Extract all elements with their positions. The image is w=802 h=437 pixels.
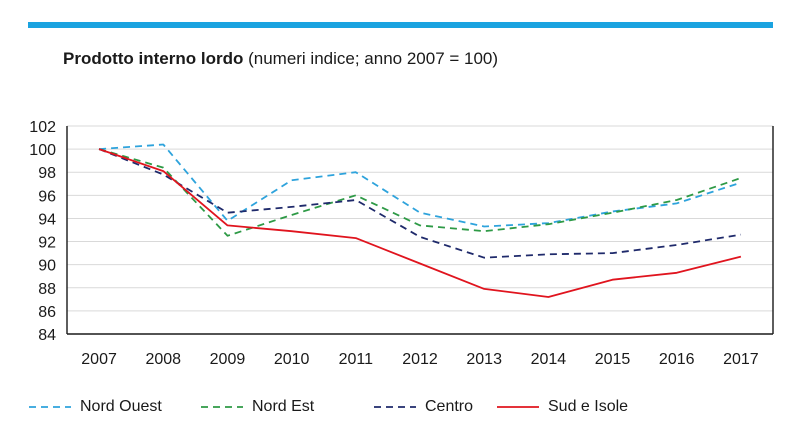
chart-title-bold: Prodotto interno lordo <box>63 49 244 68</box>
y-tick-label: 86 <box>38 304 56 321</box>
legend-item-nord-est: Nord Est <box>200 396 314 418</box>
y-tick-label: 98 <box>38 165 56 182</box>
legend-swatch <box>497 406 539 408</box>
x-tick-label: 2007 <box>81 351 117 368</box>
legend-item-nord-ouest: Nord Ouest <box>28 396 162 418</box>
y-tick-label: 100 <box>29 142 56 159</box>
legend-label: Centro <box>425 398 474 415</box>
legend-label: Sud e Isole <box>548 398 629 415</box>
x-tick-label: 2017 <box>723 351 759 368</box>
series-line-nord-est <box>98 148 742 237</box>
x-tick-label: 2016 <box>659 351 695 368</box>
y-tick-label: 94 <box>38 211 56 228</box>
series-line-nord-ouest <box>99 143 742 228</box>
chart-legend: Nord Ouest Nord Est Centro Sud e Isole <box>28 396 788 418</box>
y-tick-label: 92 <box>38 235 56 252</box>
y-tick-label: 84 <box>38 327 56 344</box>
y-tick-label: 96 <box>38 188 56 205</box>
legend-label: Nord Est <box>252 398 315 415</box>
y-tick-label: 102 <box>29 119 56 136</box>
chart-title: Prodotto interno lordo (numeri indice; a… <box>63 49 498 69</box>
series-line-centro <box>98 148 742 259</box>
x-tick-label: 2009 <box>210 351 246 368</box>
x-tick-label: 2010 <box>274 351 310 368</box>
x-tick-label: 2014 <box>531 351 567 368</box>
legend-item-sud-e-isole: Sud e Isole <box>496 396 628 418</box>
accent-bar <box>28 22 773 28</box>
legend-item-centro: Centro <box>373 396 473 418</box>
chart-title-subtitle: (numeri indice; anno 2007 = 100) <box>243 49 499 68</box>
series-line-sud-e-isole <box>98 148 742 298</box>
x-tick-label: 2008 <box>145 351 181 368</box>
x-tick-label: 2011 <box>339 351 374 368</box>
legend-label: Nord Ouest <box>80 398 162 415</box>
legend-swatch <box>29 406 71 408</box>
y-tick-label: 90 <box>38 258 56 275</box>
y-tick-label: 88 <box>38 281 56 298</box>
legend-swatch <box>201 406 243 408</box>
x-tick-label: 2012 <box>402 351 438 368</box>
legend-swatch <box>374 406 416 408</box>
x-tick-label: 2015 <box>595 351 631 368</box>
x-tick-label: 2013 <box>466 351 502 368</box>
